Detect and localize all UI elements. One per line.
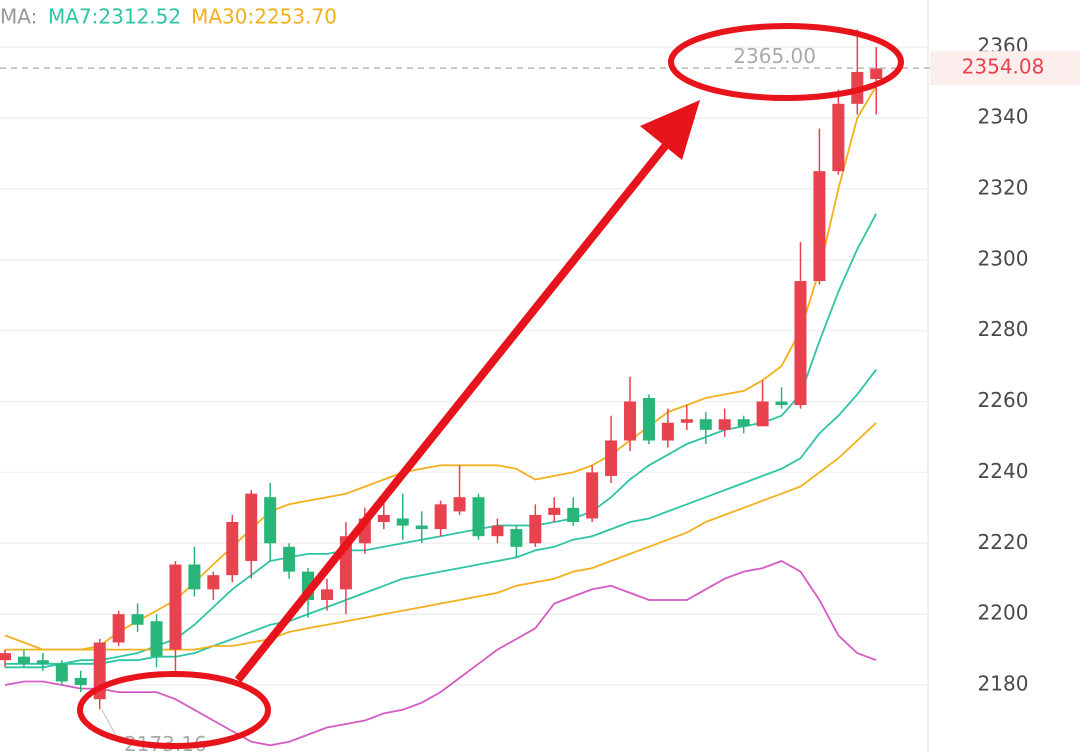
candle-body bbox=[699, 419, 712, 430]
candle-body bbox=[226, 522, 239, 576]
candle-body bbox=[548, 507, 561, 515]
candle-body bbox=[718, 419, 731, 430]
highlight-ellipse bbox=[668, 23, 904, 101]
candle-body bbox=[415, 525, 428, 530]
candles bbox=[0, 29, 883, 710]
candle-body bbox=[605, 440, 618, 476]
candle-body bbox=[396, 518, 409, 526]
current-price-label: 2354.08 bbox=[962, 55, 1045, 79]
candle-body bbox=[529, 514, 542, 544]
candle-body bbox=[0, 653, 11, 661]
ma-line bbox=[5, 369, 877, 669]
ma-line bbox=[4, 560, 877, 747]
arrow-shaft bbox=[234, 137, 674, 683]
ma-line bbox=[5, 422, 877, 651]
candle-body bbox=[756, 401, 769, 427]
legend-label: MA: bbox=[0, 5, 37, 29]
candle-body bbox=[813, 171, 826, 282]
ma-line bbox=[5, 213, 877, 665]
candle-body bbox=[642, 397, 655, 441]
candle-body bbox=[567, 507, 580, 523]
candle-body bbox=[737, 419, 750, 427]
candle-body bbox=[207, 575, 220, 590]
y-tick-label: 2340 bbox=[978, 105, 1029, 129]
candle-body bbox=[36, 660, 49, 664]
ma-lines bbox=[4, 85, 877, 747]
candle-body bbox=[245, 493, 258, 561]
y-tick-label: 2240 bbox=[978, 459, 1029, 483]
candle-body bbox=[491, 525, 504, 537]
y-tick-label: 2300 bbox=[978, 246, 1029, 270]
candle-body bbox=[264, 497, 277, 544]
candle-body bbox=[112, 614, 125, 643]
y-tick-label: 2180 bbox=[978, 672, 1029, 696]
candle-body bbox=[794, 281, 807, 406]
candle-body bbox=[377, 514, 390, 523]
candle-body bbox=[624, 401, 637, 441]
candle-body bbox=[661, 422, 674, 441]
arrow-head bbox=[640, 100, 700, 160]
candle-body bbox=[188, 564, 201, 590]
y-tick-label: 2260 bbox=[978, 388, 1029, 412]
candle-body bbox=[55, 663, 68, 682]
candle-body bbox=[472, 497, 485, 537]
candle-body bbox=[832, 103, 845, 172]
high-label: 2365.00 bbox=[733, 44, 816, 68]
y-tick-label: 2200 bbox=[978, 601, 1029, 625]
candle-body bbox=[510, 529, 523, 547]
candle-body bbox=[870, 68, 883, 80]
candle-body bbox=[17, 656, 30, 664]
highlight-ellipse bbox=[77, 671, 271, 749]
candle-body bbox=[453, 497, 466, 512]
candle-body bbox=[283, 546, 296, 572]
y-tick-label: 2220 bbox=[978, 530, 1029, 554]
current-price-box bbox=[930, 51, 1080, 86]
candle-body bbox=[131, 614, 144, 625]
candle-body bbox=[680, 419, 693, 423]
legend: MA7:2312.52 MA30:2253.70 bbox=[48, 5, 337, 29]
candle-body bbox=[320, 589, 333, 600]
candle-body bbox=[775, 401, 788, 406]
ma-line bbox=[4, 85, 877, 651]
y-tick-label: 2280 bbox=[978, 317, 1029, 341]
candle-body bbox=[74, 677, 87, 686]
y-tick-label: 2320 bbox=[978, 175, 1029, 199]
candle-body bbox=[150, 621, 163, 657]
candle-body bbox=[434, 504, 447, 530]
candle-body bbox=[586, 472, 599, 519]
candle-body bbox=[169, 564, 182, 650]
legend-entry: MA7:2312.52 bbox=[48, 5, 181, 29]
legend-entry: MA30:2253.70 bbox=[191, 5, 337, 29]
